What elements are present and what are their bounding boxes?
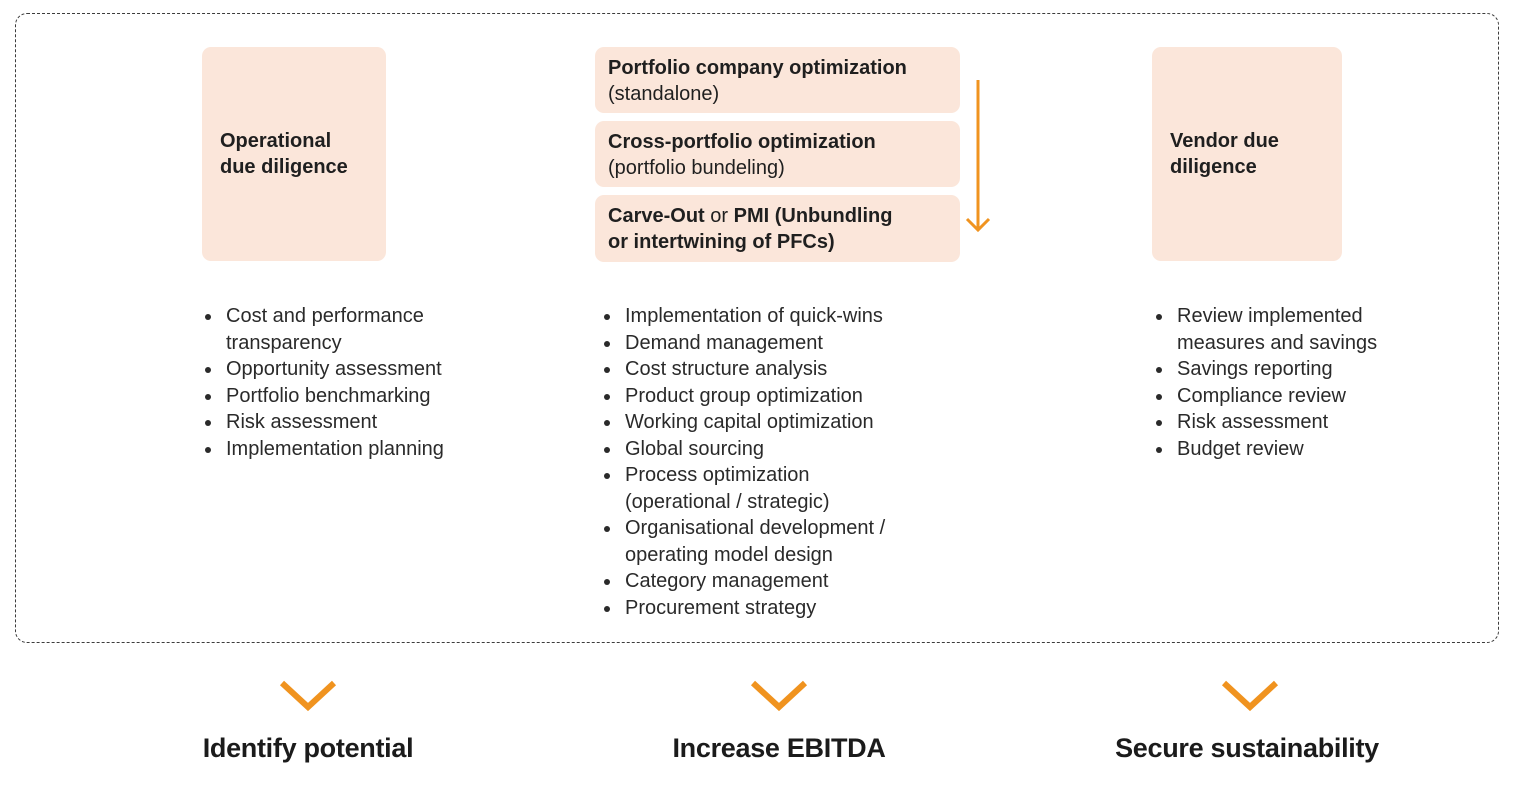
box-title-line2: or intertwining of PFCs) [608,231,835,253]
list-item: Product group optimization [601,383,921,410]
vendor-due-diligence-box: Vendor due diligence [1152,47,1342,261]
outcome-identify-potential: Identify potential [202,733,414,763]
list-item: Organisational development / operating m… [601,515,925,568]
list-item: Process optimization (operational / stra… [601,462,855,515]
operational-due-diligence-box: Operational due diligence [202,47,386,261]
right-bullet-list: Review implemented measures and savings … [1153,303,1453,462]
list-item: Budget review [1153,436,1453,463]
list-item: Global sourcing [601,436,921,463]
box-title-line: Operational [220,130,332,152]
list-item: Working capital optimization [601,409,921,436]
left-bullet-list: Cost and performance transparency Opport… [202,303,502,462]
list-item: Implementation of quick-wins [601,303,921,330]
list-item: Cost structure analysis [601,356,921,383]
list-item: Compliance review [1153,383,1453,410]
box-connector: or [710,205,729,227]
middle-bullet-list: Implementation of quick-wins Demand mana… [601,303,921,621]
outcome-secure-sustainability: Secure sustainability [1115,733,1379,763]
list-item: Opportunity assessment [202,356,502,383]
box-title-line: diligence [1170,156,1257,178]
box-title-line: Vendor due [1170,130,1279,152]
arrow-down-icon [965,80,991,233]
cross-portfolio-optimization-box: Cross-portfolio optimization (portfolio … [595,121,960,187]
list-item: Risk assessment [1153,409,1453,436]
list-item: Savings reporting [1153,356,1453,383]
box-subtitle: (portfolio bundeling) [608,157,785,179]
carve-out-pmi-box: Carve-Out or PMI (Unbundling or intertwi… [595,195,960,262]
box-title-a: Carve-Out [608,205,705,227]
list-item: Cost and performance transparency [202,303,446,356]
dashed-frame [15,13,1499,643]
outcome-increase-ebitda: Increase EBITDA [672,733,886,763]
box-subtitle: (standalone) [608,83,720,105]
list-item: Portfolio benchmarking [202,383,502,410]
list-item: Implementation planning [202,436,502,463]
chevron-down-icon [1221,680,1279,712]
chevron-down-icon [279,680,337,712]
list-item: Review implemented measures and savings [1153,303,1407,356]
box-title-b: PMI (Unbundling [733,205,893,227]
list-item: Demand management [601,330,921,357]
chevron-down-icon [750,680,808,712]
portfolio-company-optimization-box: Portfolio company optimization (standalo… [595,47,960,113]
box-title: Portfolio company optimization [608,57,907,79]
list-item: Procurement strategy [601,595,921,622]
list-item: Category management [601,568,921,595]
box-title: Cross-portfolio optimization [608,131,876,153]
box-title-line: due diligence [220,156,348,178]
list-item: Risk assessment [202,409,502,436]
